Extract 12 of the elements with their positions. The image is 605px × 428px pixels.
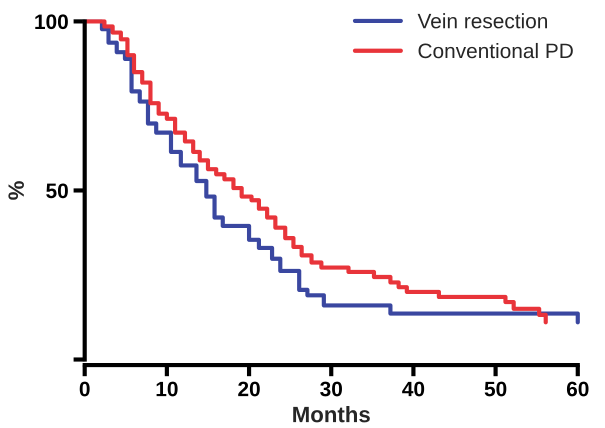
x-tick-label: 60 [566,382,589,396]
x-tick-label: 40 [402,382,424,396]
x-tick-label: 30 [320,382,342,396]
x-tick-label: 0 [80,382,90,396]
legend-label: Conventional PD [418,42,573,58]
x-axis-title: Months [293,406,370,422]
x-tick-label: 20 [238,382,260,396]
y-tick-label: 100 [35,14,68,30]
x-tick-label: 50 [484,382,506,396]
legend-label: Vein resection [418,13,548,28]
x-tick-label: 10 [156,382,178,396]
y-axis-title: % [8,181,24,200]
